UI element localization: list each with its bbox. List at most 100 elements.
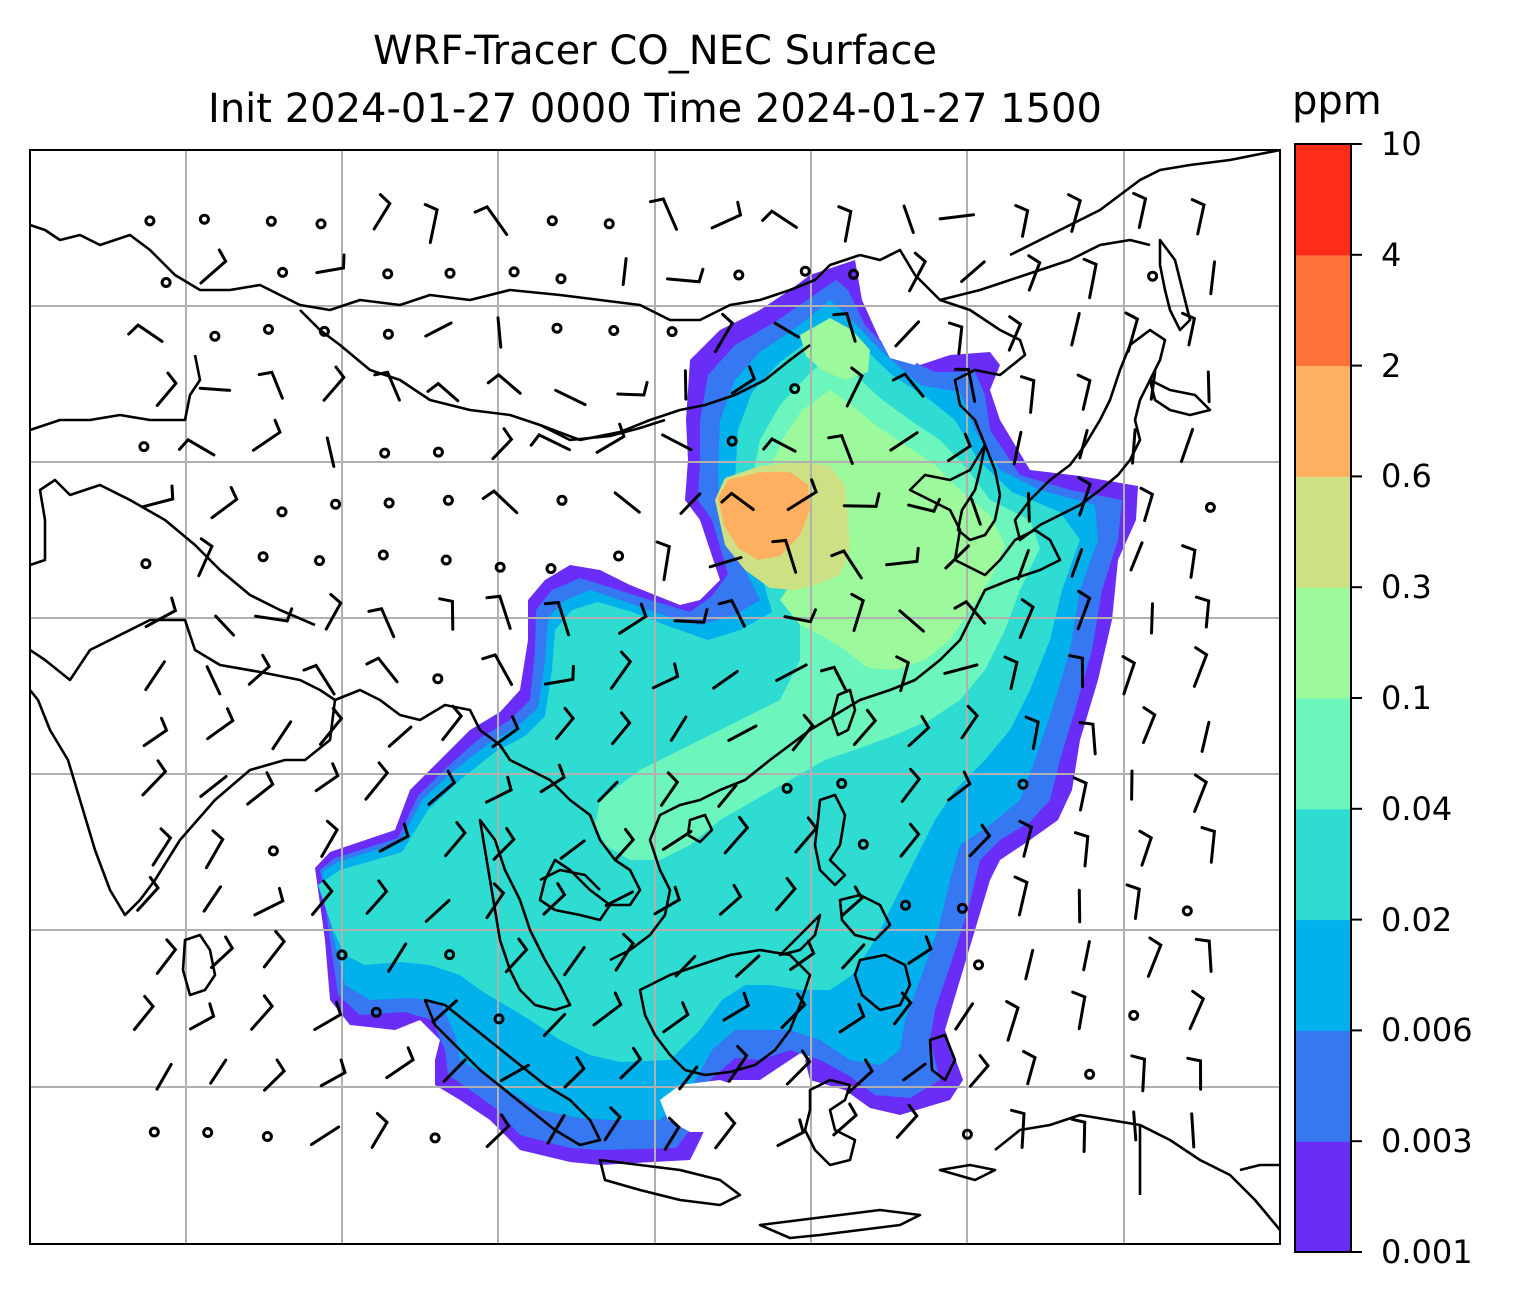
- wind-barb: [1070, 312, 1081, 347]
- wind-calm-circle: [429, 1132, 441, 1144]
- wind-barb: [127, 323, 164, 343]
- wind-barb: [315, 253, 346, 275]
- wind-barb: [1070, 1117, 1087, 1153]
- wind-barb: [1077, 476, 1092, 517]
- wind-barb: [947, 770, 972, 802]
- colorbar-tick-label: 2: [1381, 346, 1402, 385]
- wind-barb: [136, 875, 160, 912]
- wind-barb: [679, 492, 702, 515]
- wind-barb: [1067, 193, 1082, 233]
- wind-calm-circle: [956, 902, 968, 914]
- wind-barb: [529, 433, 571, 452]
- wind-barb: [491, 427, 514, 461]
- coast-moluccas: [928, 1033, 957, 1082]
- wind-barb: [253, 886, 285, 917]
- wind-barb: [320, 819, 340, 858]
- wind-barb: [791, 713, 815, 752]
- wind-barb: [539, 763, 566, 794]
- wind-barb: [485, 1113, 511, 1148]
- wind-calm-circle: [961, 1128, 973, 1140]
- wind-barb: [944, 544, 970, 570]
- wind-barb: [1181, 544, 1197, 579]
- wind-barb: [144, 596, 178, 629]
- wind-barb: [1016, 549, 1030, 581]
- field-gap-borneo-south: [660, 1080, 770, 1132]
- wind-barb: [708, 556, 743, 569]
- wind-calm-circle: [432, 673, 444, 685]
- wind-calm-circle: [556, 494, 568, 506]
- colorbar-tick-label: 10: [1381, 125, 1422, 163]
- wind-calm-circle: [1017, 778, 1029, 790]
- map-border: [29, 149, 1281, 1245]
- wind-calm-circle: [781, 782, 793, 794]
- wind-barb: [209, 1058, 228, 1085]
- wind-calm-circle: [666, 326, 678, 338]
- coast-borneo: [638, 948, 812, 1077]
- wind-barb: [669, 715, 688, 742]
- coast-malay-peninsula: [478, 818, 572, 1012]
- wind-barb: [761, 209, 798, 229]
- wind-barb: [1068, 654, 1084, 689]
- coast-vietnam: [609, 788, 721, 962]
- wind-barb: [954, 1002, 974, 1031]
- wind-barb: [373, 370, 401, 402]
- wind-barb: [546, 1113, 566, 1145]
- wind-barb: [155, 938, 178, 975]
- wind-barb: [794, 816, 819, 854]
- wind-barb: [554, 388, 587, 407]
- map-plot-area: [30, 150, 1280, 1244]
- coast-japan-south: [1239, 1163, 1280, 1172]
- wind-calm-circle: [138, 441, 150, 453]
- wind-barb: [189, 1002, 216, 1031]
- wind-calm-circle: [444, 949, 456, 961]
- wind-barb: [1193, 773, 1209, 813]
- wind-barb: [776, 1118, 805, 1148]
- wind-barb: [820, 665, 848, 693]
- wind-barb: [204, 829, 225, 870]
- coastlines: [30, 150, 1280, 1240]
- wind-barb: [202, 885, 222, 913]
- wind-barb: [663, 1116, 681, 1151]
- wind-calm-circle: [336, 949, 348, 961]
- wind-barb: [616, 380, 649, 397]
- wind-barb: [722, 991, 751, 1022]
- wind-barb: [385, 1046, 415, 1080]
- wind-barb: [199, 775, 228, 798]
- wind-barb: [481, 489, 519, 515]
- wind-barb: [968, 1054, 990, 1088]
- wind-barb: [727, 1044, 749, 1083]
- wind-barb: [592, 991, 623, 1027]
- field-level-5: [770, 390, 1005, 670]
- map-title-line1: WRF-Tracer CO_NEC Surface: [372, 28, 938, 74]
- wind-barb: [142, 716, 169, 748]
- wind-calm-circle: [551, 322, 563, 334]
- wind-barb: [595, 422, 626, 454]
- wind-calm-circle: [382, 328, 394, 340]
- coast-west: [30, 478, 316, 627]
- wind-barb: [1012, 430, 1023, 466]
- wind-barb: [723, 815, 750, 855]
- coast-srilanka: [181, 933, 217, 997]
- wind-barb: [367, 607, 396, 639]
- wind-barb: [387, 942, 408, 973]
- colorbar-segment-1: [1295, 1030, 1351, 1142]
- wind-calm-circle: [442, 494, 454, 506]
- colorbar: [1295, 143, 1362, 1253]
- wind-barb: [838, 1002, 866, 1034]
- wind-barb: [262, 930, 287, 969]
- wind-barb: [893, 991, 913, 1026]
- wind-calm-circle: [848, 268, 860, 280]
- wind-barb: [372, 193, 392, 231]
- wind-calm-circle: [613, 550, 625, 562]
- wind-calm-circle: [836, 778, 848, 789]
- border-mongolia-north: [539, 418, 666, 442]
- wind-calm-circle: [508, 266, 520, 278]
- wind-calm-circle: [493, 1013, 505, 1025]
- wind-barb: [1082, 940, 1091, 972]
- wind-barb: [1027, 254, 1042, 292]
- colorbar-segment-8: [1295, 254, 1351, 367]
- wind-barb: [1072, 776, 1088, 812]
- wind-barb: [889, 431, 919, 452]
- wind-barb: [442, 1058, 467, 1083]
- wind-barb: [830, 549, 863, 580]
